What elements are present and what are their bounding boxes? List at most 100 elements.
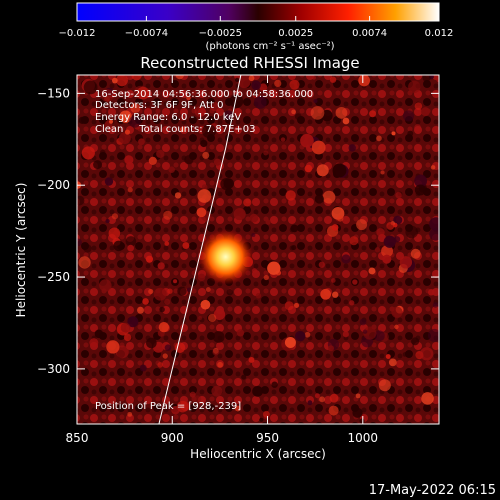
speckle-blob bbox=[226, 288, 234, 296]
y-axis-label: Heliocentric Y (arcsec) bbox=[14, 183, 28, 318]
speckle-blob bbox=[284, 336, 296, 349]
speckle-blob bbox=[267, 261, 281, 275]
speckle-blob bbox=[388, 358, 397, 367]
speckle-blob bbox=[233, 207, 246, 221]
speckle-blob bbox=[104, 177, 114, 186]
speckle-blob bbox=[138, 138, 145, 146]
speckle-blob bbox=[316, 164, 329, 177]
speckle-blob bbox=[348, 144, 356, 152]
x-axis-label: Heliocentric X (arcsec) bbox=[190, 447, 326, 461]
speckle-blob bbox=[127, 187, 133, 193]
speckle-blob bbox=[248, 356, 255, 363]
x-tick-label: 900 bbox=[161, 431, 184, 445]
speckle-blob bbox=[252, 385, 263, 397]
speckle-blob bbox=[402, 352, 408, 357]
speckle-blob bbox=[421, 392, 434, 405]
speckle-blob bbox=[285, 190, 296, 201]
speckle-blob bbox=[429, 217, 439, 231]
speckle-blob bbox=[395, 191, 402, 199]
speckle-blob bbox=[139, 364, 147, 372]
speckle-blob bbox=[234, 405, 241, 412]
colorbar-tick-label: 0.0025 bbox=[278, 28, 313, 39]
speckle-blob bbox=[241, 374, 247, 380]
speckle-blob bbox=[376, 228, 385, 237]
speckle-blob bbox=[420, 347, 434, 361]
speckle-blob bbox=[213, 308, 226, 321]
speckle-blob bbox=[356, 219, 368, 231]
speckle-blob bbox=[198, 315, 203, 321]
speckle-blob bbox=[436, 77, 439, 83]
speckle-blob bbox=[265, 219, 271, 225]
image-area bbox=[76, 74, 440, 425]
speckle-blob bbox=[157, 362, 164, 368]
speckle-blob bbox=[407, 130, 414, 137]
speckle-blob bbox=[163, 210, 173, 220]
speckle-blob bbox=[332, 291, 339, 298]
speckle-blob bbox=[200, 139, 208, 148]
speckle-blob bbox=[251, 80, 261, 91]
speckle-blob bbox=[310, 106, 325, 120]
speckle-blob bbox=[268, 89, 277, 98]
speckle-blob bbox=[294, 330, 306, 342]
speckle-blob bbox=[427, 289, 435, 296]
speckle-blob bbox=[148, 288, 154, 295]
speckle-blob bbox=[249, 213, 259, 223]
speckle-blob bbox=[410, 248, 421, 259]
speckle-blob bbox=[430, 165, 436, 170]
y-tick-label: −200 bbox=[37, 178, 70, 192]
speckle-blob bbox=[193, 395, 202, 404]
speckle-blob bbox=[116, 75, 128, 87]
speckle-blob bbox=[131, 75, 142, 81]
speckle-blob bbox=[78, 256, 91, 269]
speckle-blob bbox=[127, 244, 134, 252]
speckle-blob bbox=[307, 400, 313, 406]
speckle-blob bbox=[208, 313, 217, 323]
speckle-blob bbox=[194, 106, 206, 118]
speckle-blob bbox=[427, 328, 439, 343]
speckle-blob bbox=[271, 381, 278, 388]
speckle-blob bbox=[294, 113, 302, 120]
speckle-blob bbox=[248, 75, 255, 82]
speckle-blob bbox=[182, 242, 190, 250]
speckle-blob bbox=[252, 89, 260, 97]
speckle-blob bbox=[284, 301, 294, 311]
speckle-blob bbox=[77, 195, 85, 206]
speckle-blob bbox=[81, 146, 95, 160]
speckle-blob bbox=[123, 333, 132, 342]
speckle-blob bbox=[234, 77, 240, 83]
speckle-blob bbox=[243, 198, 252, 207]
speckle-blob bbox=[369, 110, 377, 118]
speckle-blob bbox=[83, 80, 98, 95]
speckle-blob bbox=[176, 400, 189, 413]
speckle-blob bbox=[197, 189, 212, 203]
speckle-blob bbox=[108, 227, 121, 240]
speckle-blob bbox=[349, 300, 355, 306]
colorbar-tick-label: −0.012 bbox=[58, 28, 95, 39]
annotation-energy-range: Energy Range: 6.0 - 12.0 keV bbox=[95, 112, 241, 123]
speckle-blob bbox=[380, 170, 385, 175]
speckle-blob bbox=[223, 110, 234, 121]
speckle-blob bbox=[342, 117, 350, 125]
speckle-blob bbox=[164, 344, 172, 351]
speckle-blob bbox=[327, 345, 334, 352]
speckle-blob bbox=[355, 393, 361, 399]
speckle-blob bbox=[414, 174, 428, 188]
speckle-blob bbox=[386, 222, 395, 230]
speckle-blob bbox=[127, 316, 139, 328]
speckle-blob bbox=[290, 224, 299, 233]
speckle-blob bbox=[253, 96, 267, 109]
speckle-blob bbox=[274, 79, 282, 88]
x-tick-label: 850 bbox=[66, 431, 89, 445]
speckle-blob bbox=[105, 219, 110, 224]
speckle-blob bbox=[164, 241, 170, 246]
speckle-blob bbox=[422, 75, 431, 82]
speckle-blob bbox=[329, 76, 337, 83]
speckle-blob bbox=[202, 151, 210, 159]
speckle-blob bbox=[291, 245, 297, 251]
speckle-blob bbox=[153, 113, 161, 120]
speckle-blob bbox=[402, 110, 415, 122]
colorbar bbox=[76, 2, 440, 22]
speckle-blob bbox=[145, 255, 154, 263]
speckle-blob bbox=[420, 107, 430, 117]
